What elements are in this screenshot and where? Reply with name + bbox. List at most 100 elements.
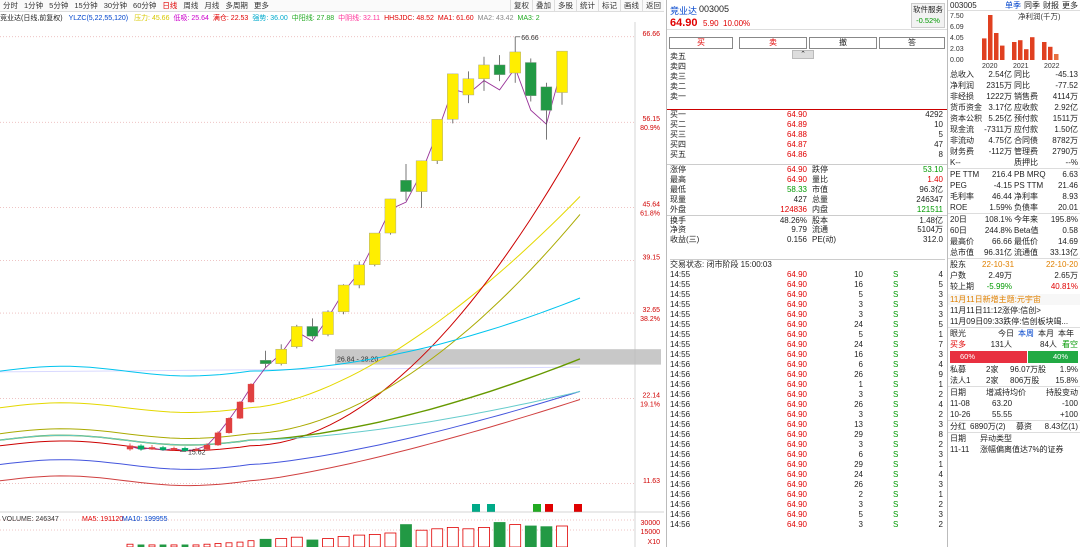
period-tab-8[interactable]: 月线 bbox=[204, 1, 220, 10]
period-tab-9[interactable]: 多周期 bbox=[225, 1, 248, 10]
period-tab-6[interactable]: 日线 bbox=[162, 1, 178, 10]
toolbar-action-6[interactable]: 返回 bbox=[642, 0, 664, 11]
insider-label-1: 法人1 bbox=[950, 376, 971, 385]
tick-price-23: 64.90 bbox=[786, 500, 807, 509]
tick-side-5: S bbox=[893, 320, 899, 329]
toolbar-action-0[interactable]: 复权 bbox=[510, 0, 532, 11]
news-row-0[interactable]: 11月11日11:12涨停:信创> bbox=[948, 305, 1080, 316]
tick-side-9: S bbox=[893, 360, 899, 369]
tick-volume-1: 16 bbox=[854, 280, 863, 289]
kline-chart[interactable]: 66.66 56.15 80.9% 45.64 61.8% 39.15 32.65 38.2%… bbox=[0, 12, 664, 547]
tick-list[interactable]: 14:55 64.90 10 S 4 14:55 64.90 16 S 5 14:55 64.90 5 S… bbox=[667, 270, 947, 530]
period-tab-0[interactable]: 分时 bbox=[3, 1, 18, 10]
period-tab-10[interactable]: 更多 bbox=[253, 1, 269, 10]
indicator-value-2: 满仓: 22.53 bbox=[212, 15, 249, 22]
info-tab-0[interactable]: 单季 bbox=[1005, 1, 1021, 10]
toolbar-action-5[interactable]: 画线 bbox=[620, 0, 642, 11]
fin-value2-7: 2790万 bbox=[1052, 147, 1078, 156]
tick-side-12: S bbox=[893, 390, 899, 399]
tick-count-6: 1 bbox=[938, 330, 943, 339]
period-tab-3[interactable]: 15分钟 bbox=[74, 1, 98, 10]
toolbar-action-1[interactable]: 叠加 bbox=[532, 0, 554, 11]
stat-label-5: 换手 bbox=[670, 216, 686, 225]
trade-button-0[interactable]: 买 bbox=[669, 37, 733, 49]
fin-value2-1: -77.52 bbox=[1055, 81, 1078, 90]
trade-change-0: -100 bbox=[1061, 399, 1078, 408]
tick-price-16: 64.90 bbox=[786, 430, 807, 439]
quote-header: 竞业达 003005 64.90 5.90 10.00% 软件服务 -0.52% bbox=[667, 0, 947, 30]
flow-tab-0[interactable]: 今日 bbox=[998, 329, 1014, 338]
volume-bar-26 bbox=[478, 527, 490, 547]
info-tab-1[interactable]: 同季 bbox=[1024, 1, 1040, 10]
stat-value-0: 64.90 bbox=[786, 165, 807, 174]
toolbar-action-3[interactable]: 统计 bbox=[576, 0, 598, 11]
val-label-0: PE TTM bbox=[950, 170, 980, 179]
event-row[interactable]: 11-11 涨幅偏离值达7%的证券 bbox=[948, 444, 1080, 455]
tick-row-8: 14:55 64.90 16 S 3 bbox=[667, 350, 947, 360]
trade-row-1: 10-26 55.55 +100 bbox=[948, 409, 1080, 420]
news-list[interactable]: 11月11日11:12涨停:信创> 11月09日09:33跌停:信创板块竭... bbox=[948, 305, 1080, 327]
stat-row-1: 最高 64.90 量比 1.40 bbox=[667, 175, 947, 185]
event-date: 11-11 bbox=[950, 445, 970, 454]
period-tab-4[interactable]: 30分钟 bbox=[103, 1, 128, 10]
stock-name[interactable]: 竞业达 bbox=[670, 6, 698, 16]
insider-pct-1: 15.8% bbox=[1055, 376, 1078, 385]
sector-name: 软件服务 bbox=[913, 5, 943, 14]
val-label2-0: PB MRQ bbox=[1014, 170, 1046, 179]
stat-row-3: 现量 427 总量 246347 bbox=[667, 195, 947, 205]
perf-label2-2: 最低价 bbox=[1014, 237, 1038, 246]
tick-row-12: 14:56 64.90 3 S 2 bbox=[667, 390, 947, 400]
period-tab-1[interactable]: 1分钟 bbox=[24, 1, 44, 10]
fin-value-1: 2315万 bbox=[986, 81, 1012, 90]
fin-label2-0: 同比 bbox=[1014, 70, 1030, 79]
news-tag[interactable]: 11月11日新增主题:元宇宙 bbox=[948, 294, 1080, 305]
stat-value-1: 64.90 bbox=[786, 175, 807, 184]
trade-button-3[interactable]: 答 bbox=[879, 37, 945, 49]
ma5-label: MA5: 191120 bbox=[82, 516, 123, 523]
tick-row-25: 14:56 64.90 3 S 2 bbox=[667, 520, 947, 530]
ask-book: 卖五 卖四 卖三 卖二 卖一 bbox=[667, 52, 947, 102]
toolbar-action-4[interactable]: 标记 bbox=[598, 0, 620, 11]
fin-value-5: -7311万 bbox=[984, 125, 1012, 134]
flow-tab-3[interactable]: 本年 bbox=[1058, 329, 1074, 338]
insider-trade-rows: 日期 增减持均价 持股变动 11-08 63.20 -100 10-26 55.55 +100 bbox=[948, 386, 1080, 420]
sector-box[interactable]: 软件服务 -0.52% bbox=[911, 3, 945, 28]
period-tab-2[interactable]: 5分钟 bbox=[49, 1, 69, 10]
bid-row-2: 买三 64.88 5 bbox=[667, 130, 947, 140]
volume-bar-4 bbox=[170, 544, 178, 547]
tick-count-19: 1 bbox=[938, 460, 943, 469]
period-tab-7[interactable]: 周线 bbox=[183, 1, 199, 10]
tick-side-0: S bbox=[893, 270, 899, 279]
tick-side-17: S bbox=[893, 440, 899, 449]
tick-row-11: 14:56 64.90 1 S 1 bbox=[667, 380, 947, 390]
candle-body-29 bbox=[525, 62, 537, 96]
fin-value2-0: -45.13 bbox=[1055, 70, 1078, 79]
toolbar-action-2[interactable]: 多股 bbox=[554, 0, 576, 11]
signal-marker-0 bbox=[472, 504, 480, 512]
trade-button-2[interactable]: 撤 bbox=[809, 37, 877, 49]
tick-price-11: 64.90 bbox=[786, 380, 807, 389]
bid-price-1: 64.89 bbox=[786, 120, 807, 129]
flow-tab-2[interactable]: 本月 bbox=[1038, 329, 1054, 338]
info-tab-2[interactable]: 财报 bbox=[1043, 1, 1059, 10]
tick-row-17: 14:56 64.90 3 S 2 bbox=[667, 440, 947, 450]
news-row-1[interactable]: 11月09日09:33跌停:信创板块竭... bbox=[948, 316, 1080, 327]
val-value2-2: 8.93 bbox=[1062, 192, 1078, 201]
sector-change: -0.52% bbox=[916, 16, 940, 25]
collapse-button[interactable]: ⌃ bbox=[792, 50, 814, 59]
period-tab-5[interactable]: 60分钟 bbox=[133, 1, 157, 10]
indicator-value-7: MA1: 61.60 bbox=[437, 15, 474, 22]
ask-label-0: 卖五 bbox=[670, 52, 686, 61]
tick-count-2: 3 bbox=[938, 290, 943, 299]
tick-side-20: S bbox=[893, 470, 899, 479]
flow-tab-1[interactable]: 本周 bbox=[1018, 329, 1034, 338]
tick-price-6: 64.90 bbox=[786, 330, 807, 339]
tick-volume-2: 5 bbox=[858, 290, 863, 299]
year-label-2: 2022 bbox=[1044, 63, 1060, 69]
info-tab-3[interactable]: 更多 bbox=[1062, 1, 1078, 10]
bid-price-2: 64.88 bbox=[786, 130, 807, 139]
trade-button-1[interactable]: 卖 bbox=[739, 37, 807, 49]
stat-value2-5: 1.48亿 bbox=[919, 216, 943, 225]
candle-body-5 bbox=[181, 448, 189, 451]
tick-price-15: 64.90 bbox=[786, 420, 807, 429]
